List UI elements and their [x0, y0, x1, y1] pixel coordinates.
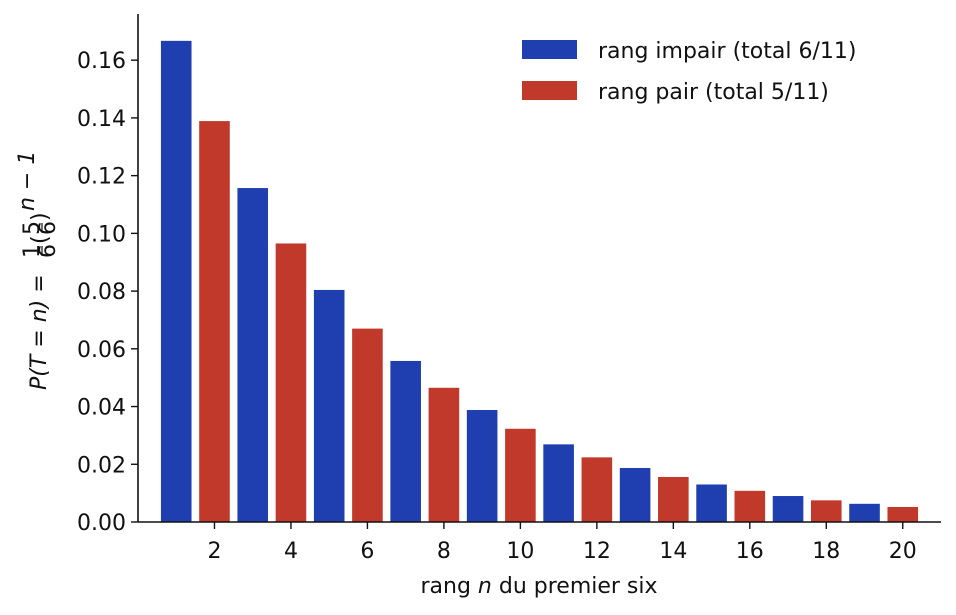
bar-even-n14 [658, 476, 689, 522]
bar-even-n18 [810, 500, 842, 522]
y-axis-title-paren-den: 6 [36, 221, 61, 235]
bar-even-n16 [734, 490, 766, 522]
y-axis-title-exponent: n − 1 [15, 151, 40, 211]
bar-even-n8 [428, 387, 460, 522]
bar-odd-n3 [237, 188, 269, 523]
bar-odd-n5 [313, 289, 345, 522]
legend-label-odd: rang impair (total 6/11) [598, 39, 856, 64]
bar-even-n2 [199, 121, 230, 522]
y-tick-label: 0.00 [77, 511, 126, 536]
bar-odd-n7 [390, 360, 421, 522]
y-axis-title-frac-den: 6 [36, 244, 61, 258]
x-tick-label: 8 [437, 539, 451, 564]
x-axis-title: rang n du premier six [420, 574, 657, 599]
bar-even-n4 [275, 243, 307, 522]
y-axis-title-frac-num: 1 [20, 244, 45, 258]
bar-odd-n11 [543, 444, 574, 522]
y-tick-label: 0.14 [77, 107, 126, 132]
axes-group [137, 14, 941, 523]
y-axis-title-open-paren: ( [28, 235, 53, 244]
x-tick-label: 14 [659, 539, 687, 564]
bars-group [160, 40, 919, 523]
y-tick-label: 0.06 [77, 338, 126, 363]
bar-odd-n9 [466, 410, 498, 522]
y-axis-title-lhs: P(T = n) = [27, 274, 52, 390]
legend-label-even: rang pair (total 5/11) [598, 80, 829, 105]
bar-even-n10 [505, 428, 536, 522]
y-tick-label: 0.02 [77, 453, 126, 478]
x-tick-label: 12 [583, 539, 611, 564]
y-tick-label: 0.16 [77, 49, 126, 74]
bar-even-n6 [352, 328, 383, 522]
legend: rang impair (total 6/11) rang pair (tota… [522, 39, 856, 105]
x-tick-label: 20 [889, 539, 917, 564]
bar-odd-n19 [849, 503, 880, 522]
bar-even-n20 [887, 506, 919, 522]
bar-odd-n13 [619, 468, 651, 522]
y-tick-label: 0.12 [77, 165, 126, 190]
bar-odd-n1 [160, 40, 192, 523]
bar-odd-n15 [696, 484, 727, 522]
y-tick-label: 0.08 [77, 280, 126, 305]
y-tick-label: 0.10 [77, 222, 126, 247]
x-tick-label: 4 [284, 539, 298, 564]
x-tick-label: 18 [812, 539, 840, 564]
bar-even-n12 [581, 457, 613, 522]
x-tick-label: 16 [736, 539, 764, 564]
bar-odd-n17 [772, 496, 804, 522]
x-tick-label: 10 [506, 539, 534, 564]
y-axis-title: P(T = n) = 1 6 ( 5 6 ) n − 1 [15, 151, 61, 390]
ticks-group: 0.00 0.02 0.04 0.06 0.08 0.10 0.12 0.14 0.16 2 4 6 8… [77, 49, 917, 564]
legend-swatch-odd [522, 40, 577, 59]
legend-swatch-even [522, 81, 577, 100]
y-tick-label: 0.04 [77, 396, 126, 421]
x-tick-label: 6 [360, 539, 374, 564]
y-axis-title-close-paren: ) [28, 212, 53, 221]
y-axis-title-paren-num: 5 [20, 221, 45, 235]
x-tick-label: 2 [207, 539, 221, 564]
